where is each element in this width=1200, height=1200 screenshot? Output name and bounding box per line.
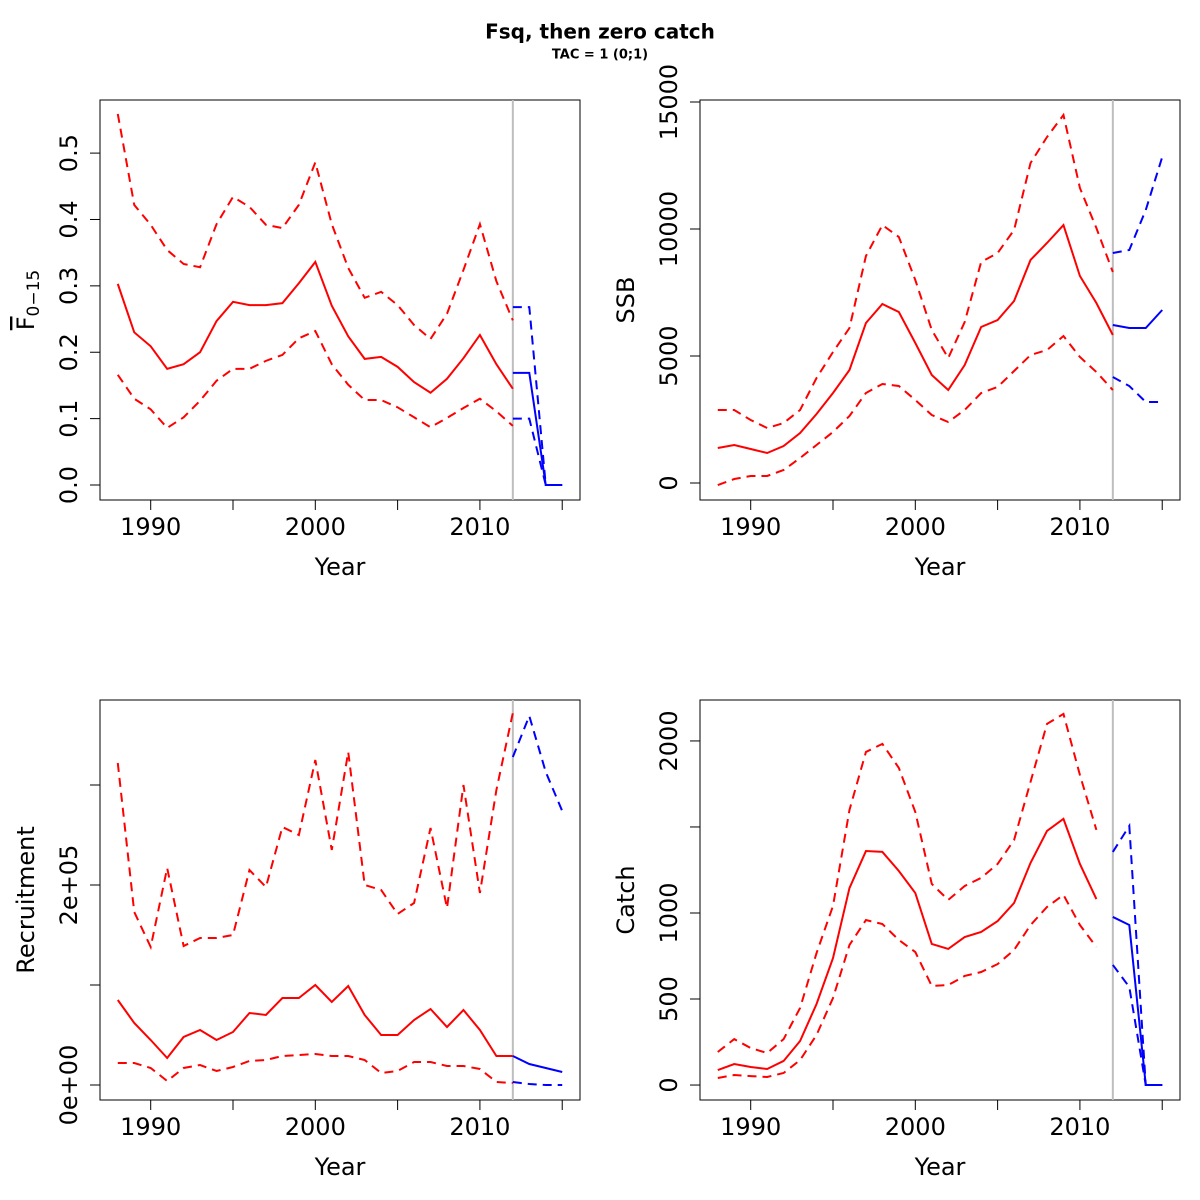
series-line <box>116 712 514 951</box>
series-line <box>1112 376 1163 404</box>
y-tick-label: 0e+00 <box>55 1045 83 1126</box>
series-line <box>116 259 514 394</box>
series-line <box>117 1052 513 1084</box>
y-tick-label: 1000 <box>655 882 683 943</box>
plot-box <box>699 699 1181 1101</box>
series-line <box>512 306 563 486</box>
y-tick-label: 0 <box>655 1077 683 1092</box>
x-axis-label: Year <box>914 1153 966 1181</box>
y-tick-label: 2000 <box>655 710 683 771</box>
y-axis-label-main: F <box>12 316 40 330</box>
series-line <box>116 983 513 1060</box>
figure-title: Fsq, then zero catch <box>485 20 715 44</box>
x-axis-label: Year <box>914 553 966 581</box>
x-tick-label: 1990 <box>720 1113 781 1141</box>
series-line <box>717 334 1114 486</box>
y-tick-label: 0.3 <box>55 267 83 305</box>
y-axis-label: SSB <box>612 277 640 324</box>
x-tick-label: 1990 <box>120 1113 181 1141</box>
x-tick-label: 2010 <box>1049 513 1110 541</box>
y-axis-label-sub: 0−15 <box>24 270 44 317</box>
series-line <box>116 329 514 430</box>
panel: 1990 2000 2010 0.0 0.1 0.2 0.3 0.4 0.5 Year F0−15 <box>12 99 581 581</box>
series-line <box>1111 822 1163 1087</box>
panel: 1990 2000 2010 0e+00 2e+05 Year Recruitment <box>12 699 581 1181</box>
y-tick-label: 2e+05 <box>55 845 83 926</box>
y-tick-label: 0.0 <box>55 466 83 504</box>
series-line <box>717 817 1098 1071</box>
x-tick-label: 2010 <box>1049 1113 1110 1141</box>
series-line <box>1112 309 1163 330</box>
y-axis-label: Catch <box>612 865 640 934</box>
series-line <box>511 712 564 812</box>
y-tick-label: 0.1 <box>55 400 83 438</box>
plot-box <box>99 99 581 501</box>
series-line <box>717 223 1114 455</box>
series-line <box>1112 916 1163 1087</box>
figure-subtitle: TAC = 1 (0;1) <box>552 48 648 63</box>
y-tick-label: 500 <box>655 976 683 1022</box>
series-line <box>512 371 563 486</box>
series-line <box>512 1055 563 1073</box>
series-line <box>116 113 514 341</box>
x-tick-label: 1990 <box>120 513 181 541</box>
x-tick-label: 2000 <box>285 513 346 541</box>
panel: 1990 2000 2010 0 5000 10000 15000 Year SSB <box>612 64 1181 581</box>
y-tick-label: 15000 <box>655 64 683 140</box>
y-tick-label: 0.2 <box>55 333 83 371</box>
series-line <box>512 417 563 486</box>
y-axis-label: F0−15 <box>12 270 44 331</box>
series-line <box>717 893 1098 1079</box>
x-tick-label: 2010 <box>449 1113 510 1141</box>
y-axis-label: Recruitment <box>12 826 40 973</box>
y-tick-label: 0 <box>655 475 683 490</box>
x-tick-label: 2000 <box>285 1113 346 1141</box>
plot-box <box>99 699 581 1101</box>
series-line <box>1112 156 1164 254</box>
x-tick-label: 1990 <box>720 513 781 541</box>
x-axis-label: Year <box>314 553 366 581</box>
y-tick-label: 5000 <box>655 325 683 386</box>
plot-box <box>699 99 1181 501</box>
series-line <box>717 112 1114 430</box>
x-axis-label: Year <box>314 1153 366 1181</box>
x-tick-label: 2000 <box>885 1113 946 1141</box>
series-line <box>1112 964 1163 1087</box>
x-tick-label: 2010 <box>449 513 510 541</box>
series-line <box>512 1081 563 1086</box>
panel: 1990 2000 2010 0 500 1000 2000 Year Catch <box>612 699 1181 1181</box>
y-tick-label: 0.4 <box>55 200 83 238</box>
x-tick-label: 2000 <box>885 513 946 541</box>
y-tick-label: 0.5 <box>55 134 83 172</box>
y-tick-label: 10000 <box>655 191 683 267</box>
